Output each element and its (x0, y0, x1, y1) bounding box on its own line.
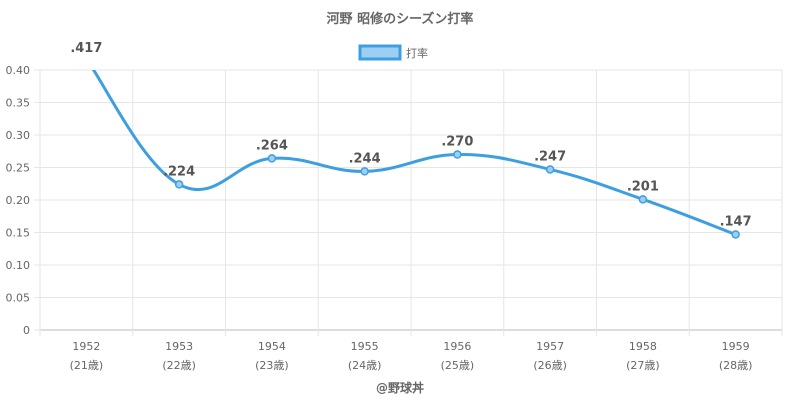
data-label: .270 (441, 135, 473, 150)
data-label: .244 (349, 151, 381, 166)
y-tick-label: 0.05 (6, 292, 31, 305)
x-tick-age: (24歳) (348, 359, 382, 372)
data-point[interactable] (453, 150, 462, 159)
y-tick-label: 0.15 (6, 227, 31, 240)
y-tick-label: 0.35 (6, 97, 31, 110)
footer-credit: @野球丼 (376, 380, 424, 395)
x-tick-age: (23歳) (255, 359, 289, 372)
data-point[interactable] (360, 167, 369, 176)
data-point[interactable] (174, 180, 184, 189)
x-tick-year: 1955 (351, 340, 379, 353)
data-labels: .417 .224 .264 .244 .270 .247 .201 .147 (70, 41, 751, 229)
data-label: .147 (720, 214, 752, 229)
data-label: .247 (534, 149, 566, 164)
data-label: .264 (256, 138, 288, 153)
y-tick-label: 0.40 (6, 64, 31, 77)
x-tick-age: (22歳) (162, 359, 196, 372)
chart-title: 河野 昭修のシーズン打率 (327, 11, 474, 27)
x-tick-year: 1954 (258, 340, 286, 353)
x-tick-year: 1953 (165, 340, 193, 353)
data-point[interactable] (267, 154, 277, 163)
x-axis-ticks: 1952 (21歳) 1953 (22歳) 1954 (23歳) 1955 (24歳) 1956… (70, 340, 753, 372)
x-tick-age: (28歳) (719, 359, 753, 372)
data-point[interactable] (731, 230, 740, 239)
y-axis-ticks: 0 0.05 0.10 0.15 0.20 0.25 0.30 0.35 0.40 (6, 64, 31, 337)
x-tick-age: (27歳) (626, 359, 660, 372)
legend-label: 打率 (406, 46, 428, 60)
x-tick-year: 1959 (722, 340, 750, 353)
x-tick-age: (25歳) (441, 359, 475, 372)
data-points (174, 150, 740, 239)
x-tick-year: 1958 (629, 340, 657, 353)
data-point[interactable] (638, 195, 648, 204)
data-label: .224 (163, 164, 195, 179)
y-tick-label: 0 (23, 324, 30, 337)
legend[interactable]: 打率 (358, 44, 428, 61)
data-label: .417 (70, 41, 102, 56)
data-point[interactable] (545, 165, 555, 174)
y-tick-label: 0.20 (6, 194, 31, 207)
grid-lines (34, 69, 783, 336)
y-tick-label: 0.30 (6, 129, 31, 142)
x-tick-year: 1956 (443, 340, 471, 353)
x-tick-age: (21歳) (70, 359, 104, 372)
data-label: .201 (627, 179, 659, 194)
x-tick-age: (26歳) (533, 359, 567, 372)
legend-swatch (358, 44, 402, 61)
y-tick-label: 0.25 (6, 162, 31, 175)
x-tick-year: 1952 (72, 340, 100, 353)
x-tick-year: 1957 (536, 340, 564, 353)
y-tick-label: 0.10 (6, 259, 31, 272)
